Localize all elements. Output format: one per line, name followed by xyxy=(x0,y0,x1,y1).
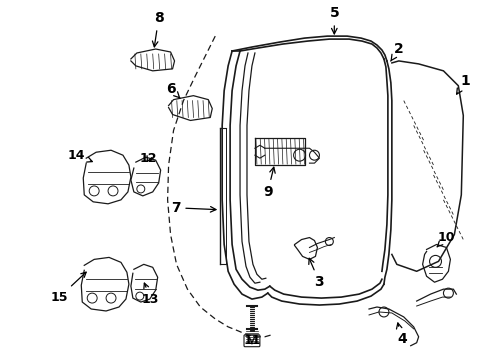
Text: 13: 13 xyxy=(142,283,159,306)
Text: 10: 10 xyxy=(437,231,455,247)
Text: 2: 2 xyxy=(391,42,404,61)
Text: 7: 7 xyxy=(171,201,216,215)
Text: 12: 12 xyxy=(140,152,157,165)
FancyBboxPatch shape xyxy=(244,335,260,347)
Text: 1: 1 xyxy=(457,74,470,94)
Text: 14: 14 xyxy=(68,149,92,162)
Text: 9: 9 xyxy=(263,167,275,199)
Text: 3: 3 xyxy=(309,258,324,289)
Text: 11: 11 xyxy=(243,334,261,347)
Text: 5: 5 xyxy=(329,6,339,34)
Text: 15: 15 xyxy=(50,272,86,303)
Text: 6: 6 xyxy=(166,82,180,98)
Text: 4: 4 xyxy=(396,323,407,346)
Text: 8: 8 xyxy=(152,11,164,47)
